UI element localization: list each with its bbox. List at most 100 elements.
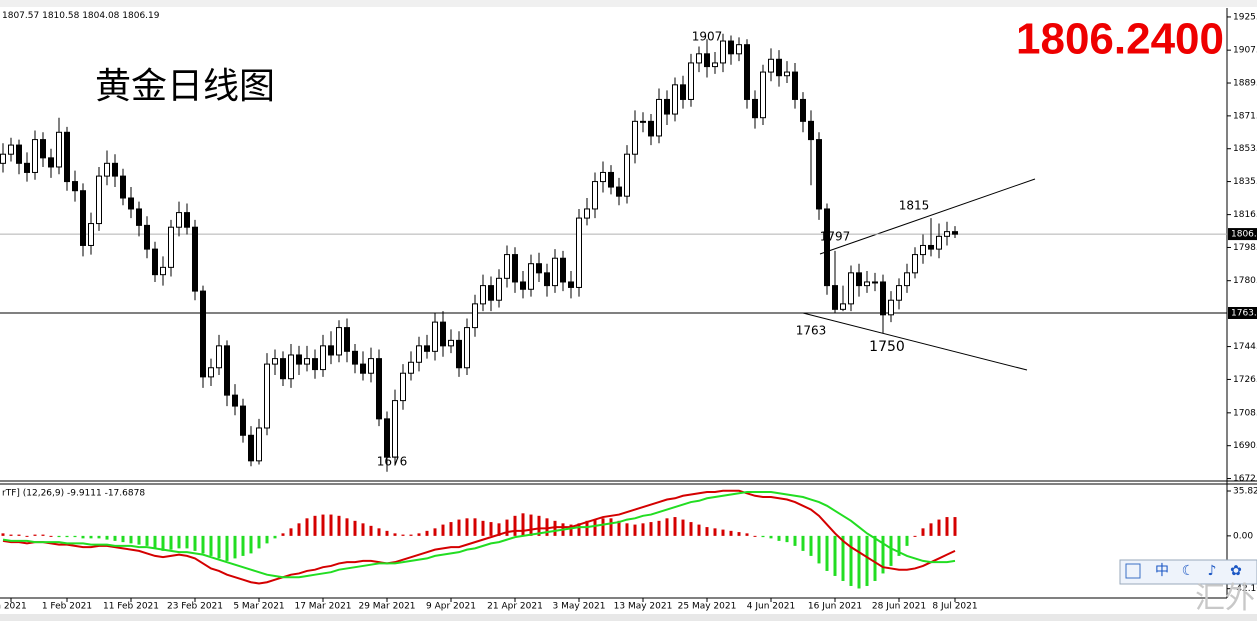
histogram-bar bbox=[121, 535, 125, 543]
histogram-bar bbox=[41, 534, 45, 536]
candle-body bbox=[200, 290, 206, 378]
candle-body bbox=[312, 358, 318, 371]
candle-body bbox=[320, 345, 326, 371]
ohlc-close: 1806.19 bbox=[122, 11, 159, 21]
histogram-bar bbox=[473, 518, 477, 536]
histogram-bar bbox=[401, 534, 405, 536]
histogram-bar bbox=[345, 518, 349, 536]
price-label: 1806. bbox=[1231, 230, 1257, 240]
histogram-bar bbox=[689, 522, 693, 536]
x-tick-label: n 2021 bbox=[0, 602, 27, 612]
histogram-bar bbox=[665, 518, 669, 536]
candle-body bbox=[264, 363, 270, 429]
toolbar-icon[interactable]: ☾ bbox=[1182, 563, 1195, 579]
y-tick-label: 1798. bbox=[1233, 243, 1257, 253]
histogram-bar bbox=[737, 532, 741, 536]
histogram-bar bbox=[113, 535, 117, 541]
candle-body bbox=[864, 281, 870, 287]
toolbar-icon[interactable]: ✿ bbox=[1230, 563, 1242, 579]
y-tick-label: 1672. bbox=[1233, 474, 1257, 484]
x-tick-label: 9 Apr 2021 bbox=[426, 602, 476, 612]
histogram-bar bbox=[393, 533, 397, 536]
candle-body bbox=[184, 212, 190, 228]
candle-body bbox=[120, 175, 126, 199]
candle-body bbox=[128, 197, 134, 210]
y-tick-label: 1816. bbox=[1233, 210, 1257, 220]
candle-body bbox=[40, 139, 46, 159]
histogram-bar bbox=[201, 535, 205, 554]
y-tick-label: 1744. bbox=[1233, 342, 1257, 352]
candle-body bbox=[952, 231, 958, 235]
candle-body bbox=[816, 139, 822, 210]
candle-body bbox=[480, 285, 486, 305]
candle-body bbox=[344, 327, 350, 352]
candle-body bbox=[464, 327, 470, 369]
toolbar-icon[interactable] bbox=[1125, 563, 1141, 579]
candle-body bbox=[904, 272, 910, 287]
scrollbar bbox=[0, 614, 1257, 621]
toolbar-button[interactable]: 中 bbox=[1155, 563, 1169, 579]
histogram-bar bbox=[353, 520, 357, 536]
candle-body bbox=[672, 84, 678, 115]
candle-body bbox=[304, 358, 310, 365]
y-tick-label: 1907. bbox=[1233, 46, 1257, 56]
histogram-bar bbox=[537, 515, 541, 536]
candle-body bbox=[800, 98, 806, 122]
histogram-bar bbox=[849, 535, 853, 586]
candle-body bbox=[768, 58, 774, 73]
y-tick-label: 1889. bbox=[1233, 79, 1257, 89]
histogram-bar bbox=[289, 528, 293, 536]
ohlc-low: 1804.08 bbox=[82, 11, 119, 21]
candle-body bbox=[744, 44, 750, 100]
candle-body bbox=[824, 208, 830, 287]
histogram-bar bbox=[601, 518, 605, 536]
candle-body bbox=[392, 400, 398, 458]
histogram-bar bbox=[793, 535, 797, 546]
x-tick-label: 11 Feb 2021 bbox=[103, 602, 159, 612]
candle-body bbox=[352, 350, 358, 365]
candle-body bbox=[224, 345, 230, 396]
candle-body bbox=[440, 321, 446, 347]
x-tick-label: 25 May 2021 bbox=[678, 602, 737, 612]
candle-body bbox=[400, 372, 406, 402]
histogram-bar bbox=[529, 514, 533, 536]
candle-body bbox=[56, 131, 62, 168]
candle-body bbox=[872, 281, 878, 284]
candle-body bbox=[408, 361, 414, 374]
histogram-bar bbox=[265, 535, 269, 544]
candle-body bbox=[912, 254, 918, 274]
histogram-bar bbox=[905, 535, 909, 546]
candle-body bbox=[792, 71, 798, 100]
toolbar-icon[interactable]: ♪ bbox=[1208, 563, 1217, 579]
x-tick-label: 13 May 2021 bbox=[614, 602, 673, 612]
histogram-bar bbox=[369, 525, 373, 536]
histogram-bar bbox=[105, 535, 109, 540]
histogram-bar bbox=[897, 535, 901, 556]
histogram-bar bbox=[481, 520, 485, 536]
candle-body bbox=[736, 44, 742, 55]
histogram-bar bbox=[649, 522, 653, 536]
histogram-bar bbox=[505, 519, 509, 536]
candle-body bbox=[648, 120, 654, 137]
candle-body bbox=[760, 71, 766, 119]
candle-body bbox=[552, 257, 558, 287]
histogram-bar bbox=[817, 535, 821, 564]
histogram-bar bbox=[1, 533, 5, 536]
candle-body bbox=[176, 212, 182, 228]
trend-line bbox=[802, 312, 1028, 371]
top-bar bbox=[0, 0, 1257, 7]
histogram-bar bbox=[729, 530, 733, 536]
histogram-bar bbox=[713, 528, 717, 536]
histogram-bar bbox=[513, 515, 517, 536]
toolbar bbox=[1119, 559, 1257, 585]
histogram-bar bbox=[489, 522, 493, 536]
histogram-bar bbox=[425, 530, 429, 536]
histogram-bar bbox=[881, 535, 885, 574]
chart-title: 黄金日线图 bbox=[95, 66, 275, 107]
histogram-bar bbox=[641, 523, 645, 536]
histogram-bar bbox=[273, 535, 277, 539]
candle-body bbox=[528, 263, 534, 290]
histogram-bar bbox=[777, 535, 781, 541]
candle-body bbox=[840, 303, 846, 310]
